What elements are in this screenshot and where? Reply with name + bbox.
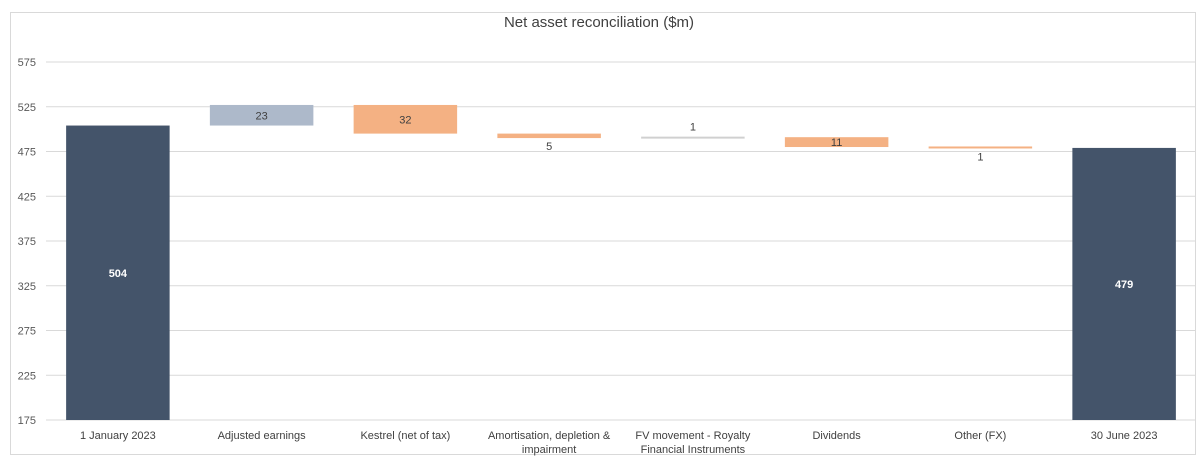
data-label: 479	[1115, 279, 1133, 291]
y-tick-label: 575	[18, 57, 36, 69]
bar-5	[641, 136, 745, 139]
bar-3	[353, 104, 458, 134]
data-label: 504	[109, 268, 128, 280]
y-tick-label: 275	[18, 326, 36, 338]
x-tick-label: impairment	[522, 444, 576, 456]
data-label: 11	[831, 137, 842, 149]
bar-6	[784, 137, 889, 148]
bar-8	[1072, 147, 1176, 421]
y-tick-label: 325	[18, 281, 36, 293]
x-tick-label: Amortisation, depletion &	[488, 430, 611, 442]
bar-1	[66, 125, 170, 421]
x-tick-label: 30 June 2023	[1091, 430, 1158, 442]
bar-2	[209, 104, 314, 126]
x-tick-label: Adjusted earnings	[218, 430, 307, 442]
y-tick-label: 475	[18, 147, 36, 159]
y-tick-label: 425	[18, 191, 36, 203]
y-tick-label: 375	[18, 236, 36, 248]
x-tick-label: Dividends	[812, 430, 861, 442]
data-label: 5	[546, 141, 552, 153]
y-tick-label: 175	[18, 415, 36, 427]
data-label: 23	[256, 110, 268, 122]
chart-title: Net asset reconciliation ($m)	[503, 14, 695, 31]
x-tick-label: Other (FX)	[954, 430, 1006, 442]
y-tick-label: 225	[18, 370, 36, 382]
data-label: 32	[399, 114, 411, 126]
data-label: 1	[977, 151, 983, 163]
x-tick-label: FV movement - Royalty	[635, 430, 750, 442]
x-tick-label: Kestrel (net of tax)	[360, 430, 450, 442]
y-tick-label: 525	[18, 102, 36, 114]
x-tick-label: 1 January 2023	[80, 430, 156, 442]
chart-frame	[10, 12, 1196, 455]
bar-4	[497, 133, 601, 139]
bar-7	[928, 146, 1033, 149]
x-tick-label: Financial Instruments	[641, 444, 746, 456]
data-label: 1	[690, 122, 696, 134]
